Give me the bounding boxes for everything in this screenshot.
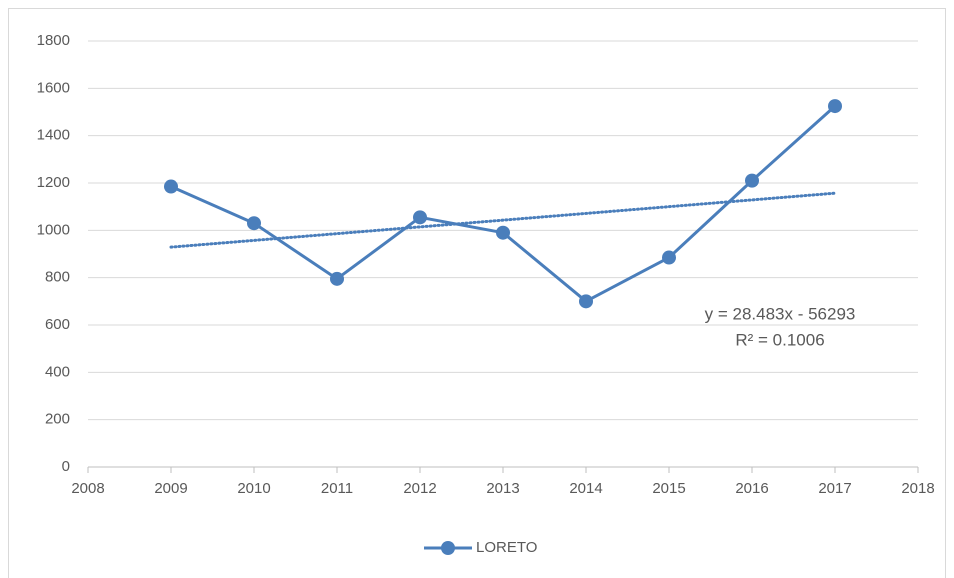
marker — [828, 99, 842, 114]
chart-frame — [8, 8, 946, 578]
x-tick-label: 2016 — [735, 480, 768, 497]
marker — [496, 225, 510, 240]
x-tick-label: 2013 — [486, 480, 519, 497]
marker — [413, 210, 427, 225]
y-tick-label: 1600 — [37, 79, 70, 96]
x-tick-label: 2008 — [71, 480, 104, 497]
y-tick-label: 600 — [45, 316, 70, 333]
x-tick-label: 2011 — [321, 480, 353, 497]
marker — [330, 271, 344, 286]
marker — [579, 294, 593, 309]
marker — [247, 216, 261, 231]
x-tick-label: 2018 — [901, 480, 934, 497]
trend-equation: R² = 0.1006 — [735, 330, 824, 349]
y-tick-label: 1400 — [37, 127, 70, 144]
marker — [745, 173, 759, 188]
y-tick-label: 400 — [45, 363, 70, 380]
marker — [662, 250, 676, 265]
x-tick-label: 2010 — [237, 480, 270, 497]
y-tick-label: 1800 — [37, 32, 70, 49]
legend-label: LORETO — [476, 539, 537, 556]
y-tick-label: 800 — [45, 269, 70, 286]
trendline — [169, 191, 837, 249]
marker — [164, 179, 178, 194]
x-tick-label: 2017 — [818, 480, 851, 497]
x-tick-label: 2015 — [652, 480, 685, 497]
y-tick-label: 200 — [45, 411, 70, 428]
x-tick-label: 2009 — [154, 480, 187, 497]
legend-marker — [441, 541, 455, 555]
y-tick-label: 1200 — [37, 174, 70, 191]
trend-equation: y = 28.483x - 56293 — [705, 304, 856, 323]
y-tick-label: 1000 — [37, 221, 70, 238]
x-tick-label: 2012 — [403, 480, 436, 497]
x-tick-label: 2014 — [569, 480, 602, 497]
y-tick-label: 0 — [62, 458, 70, 475]
